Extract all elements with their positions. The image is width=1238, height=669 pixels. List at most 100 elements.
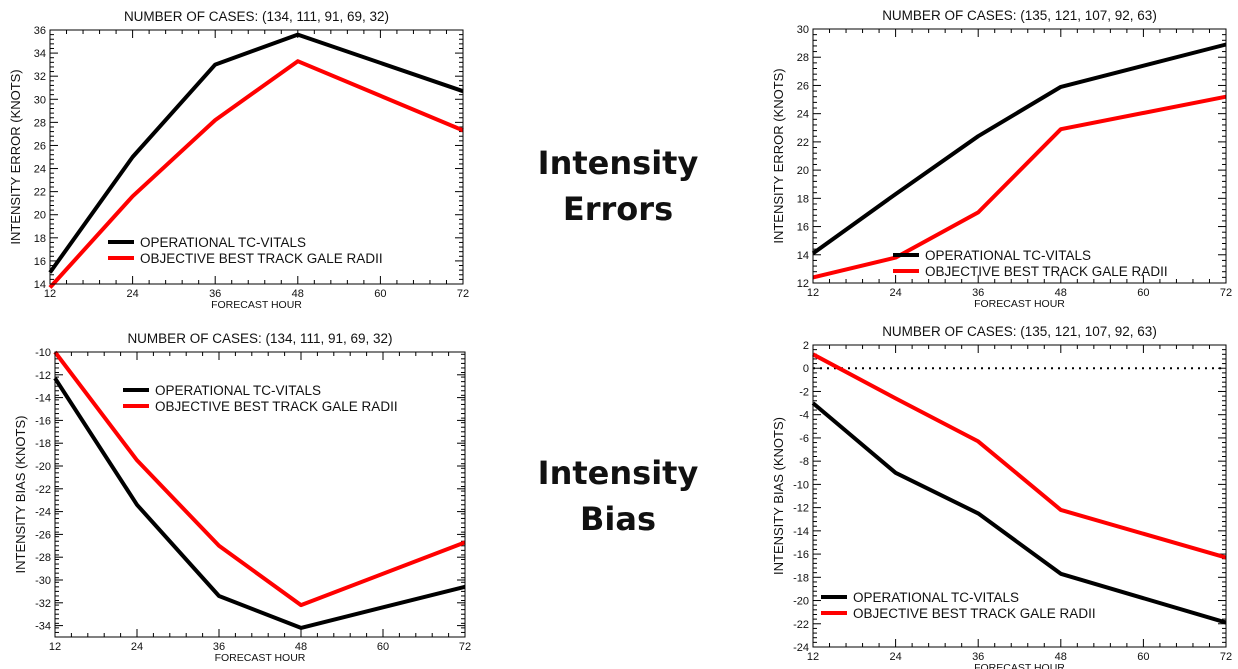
y-tick-label: -16 — [793, 549, 809, 561]
x-tick-label: 24 — [889, 287, 901, 299]
y-tick-label: 34 — [34, 48, 46, 60]
y-tick-label: 0 — [803, 363, 809, 375]
y-tick-label: 22 — [797, 137, 809, 149]
y-tick-label: 16 — [34, 256, 46, 268]
y-tick-label: -24 — [793, 642, 809, 654]
legend-label: OPERATIONAL TC-VITALS — [853, 590, 1019, 605]
y-axis-label: INTENSITY ERROR (KNOTS) — [8, 69, 23, 244]
y-tick-label: 30 — [797, 24, 809, 36]
plot-frame — [812, 28, 1227, 284]
x-tick-label: 60 — [1137, 651, 1149, 663]
x-tick-label: 60 — [377, 641, 389, 653]
plot-frame — [812, 344, 1227, 648]
y-tick-label: -22 — [35, 484, 51, 496]
x-tick-label: 72 — [1220, 651, 1232, 663]
section-label-errors-line-2: Errors — [562, 190, 674, 228]
y-tick-label: 14 — [797, 250, 809, 262]
chart-title: NUMBER OF CASES: (134, 111, 91, 69, 32) — [127, 331, 392, 346]
plot-frame — [49, 29, 464, 285]
x-tick-label: 36 — [209, 288, 221, 300]
y-axis-label: INTENSITY BIAS (KNOTS) — [771, 417, 786, 575]
plot-frame — [54, 351, 466, 638]
x-tick-label: 72 — [457, 288, 469, 300]
y-tick-label: -12 — [35, 370, 51, 382]
section-label-errors-line-1: Intensity — [537, 144, 699, 182]
y-tick-label: -34 — [35, 621, 51, 633]
y-tick-label: -30 — [35, 575, 51, 587]
x-tick-label: 48 — [295, 641, 307, 653]
series-line — [48, 32, 464, 274]
series-line — [53, 350, 466, 608]
chart-4: NUMBER OF CASES: (135, 121, 107, 92, 63)… — [771, 324, 1232, 669]
legend-label: OPERATIONAL TC-VITALS — [140, 235, 306, 250]
section-label-errors: Intensity Errors — [518, 140, 718, 232]
chart-title: NUMBER OF CASES: (135, 121, 107, 92, 63) — [882, 324, 1157, 339]
y-tick-label: -20 — [793, 596, 809, 608]
x-tick-label: 24 — [131, 641, 143, 653]
y-tick-label: 24 — [797, 109, 809, 121]
section-label-bias-line-1: Intensity — [537, 454, 699, 492]
series-line — [812, 352, 1227, 560]
chart-title: NUMBER OF CASES: (135, 121, 107, 92, 63) — [882, 8, 1157, 23]
chart-title: NUMBER OF CASES: (134, 111, 91, 69, 32) — [124, 9, 389, 24]
x-tick-label: 24 — [889, 651, 901, 663]
y-tick-label: 30 — [34, 94, 46, 106]
x-tick-label: 72 — [1220, 287, 1232, 299]
y-axis-label: INTENSITY ERROR (KNOTS) — [771, 68, 786, 243]
y-tick-label: -6 — [799, 433, 809, 445]
y-tick-label: -20 — [35, 461, 51, 473]
y-tick-label: 18 — [797, 193, 809, 205]
x-axis-label: FORECAST HOUR — [215, 652, 306, 664]
x-tick-label: 60 — [374, 288, 386, 300]
y-tick-label: -16 — [35, 415, 51, 427]
y-tick-label: 28 — [34, 117, 46, 129]
y-tick-label: 16 — [797, 222, 809, 234]
y-tick-label: -10 — [793, 479, 809, 491]
x-tick-label: 36 — [972, 287, 984, 299]
legend-label: OBJECTIVE BEST TRACK GALE RADII — [155, 399, 398, 414]
y-axis-label: INTENSITY BIAS (KNOTS) — [13, 416, 28, 574]
section-label-bias: Intensity Bias — [518, 450, 718, 542]
y-tick-label: -12 — [793, 503, 809, 515]
y-tick-label: -32 — [35, 598, 51, 610]
chart-3: NUMBER OF CASES: (134, 111, 91, 69, 32) 1… — [13, 331, 471, 664]
y-tick-label: -18 — [793, 572, 809, 584]
y-tick-label: 12 — [797, 278, 809, 290]
y-tick-label: -28 — [35, 552, 51, 564]
y-tick-label: 36 — [34, 25, 46, 37]
y-tick-label: -14 — [35, 393, 51, 405]
x-tick-label: 24 — [126, 288, 138, 300]
series-line — [812, 94, 1227, 280]
y-tick-label: -26 — [35, 529, 51, 541]
series-line — [811, 42, 1227, 256]
x-tick-label: 72 — [459, 641, 471, 653]
x-tick-label: 60 — [1137, 287, 1149, 299]
y-tick-label: -24 — [35, 507, 51, 519]
series-line — [53, 377, 466, 630]
x-tick-label: 48 — [292, 288, 304, 300]
y-tick-label: 14 — [34, 279, 46, 291]
x-tick-label: 12 — [807, 287, 819, 299]
y-tick-label: 28 — [797, 52, 809, 64]
x-tick-label: 12 — [807, 651, 819, 663]
y-tick-label: -18 — [35, 438, 51, 450]
x-axis-label: FORECAST HOUR — [974, 662, 1065, 669]
y-tick-label: -14 — [793, 526, 809, 538]
y-tick-label: 24 — [34, 164, 46, 176]
y-tick-label: -22 — [793, 619, 809, 631]
y-tick-label: 26 — [797, 80, 809, 92]
legend-label: OBJECTIVE BEST TRACK GALE RADII — [853, 606, 1096, 621]
series-line — [811, 401, 1227, 625]
x-tick-label: 12 — [49, 641, 61, 653]
y-tick-label: 22 — [34, 187, 46, 199]
y-tick-label: 32 — [34, 71, 46, 83]
y-tick-label: 20 — [797, 165, 809, 177]
x-tick-label: 48 — [1055, 287, 1067, 299]
legend-label: OPERATIONAL TC-VITALS — [155, 383, 321, 398]
y-tick-label: 18 — [34, 233, 46, 245]
y-tick-label: 20 — [34, 210, 46, 222]
chart-2: NUMBER OF CASES: (135, 121, 107, 92, 63)… — [771, 8, 1232, 310]
x-tick-label: 36 — [213, 641, 225, 653]
x-tick-label: 36 — [972, 651, 984, 663]
